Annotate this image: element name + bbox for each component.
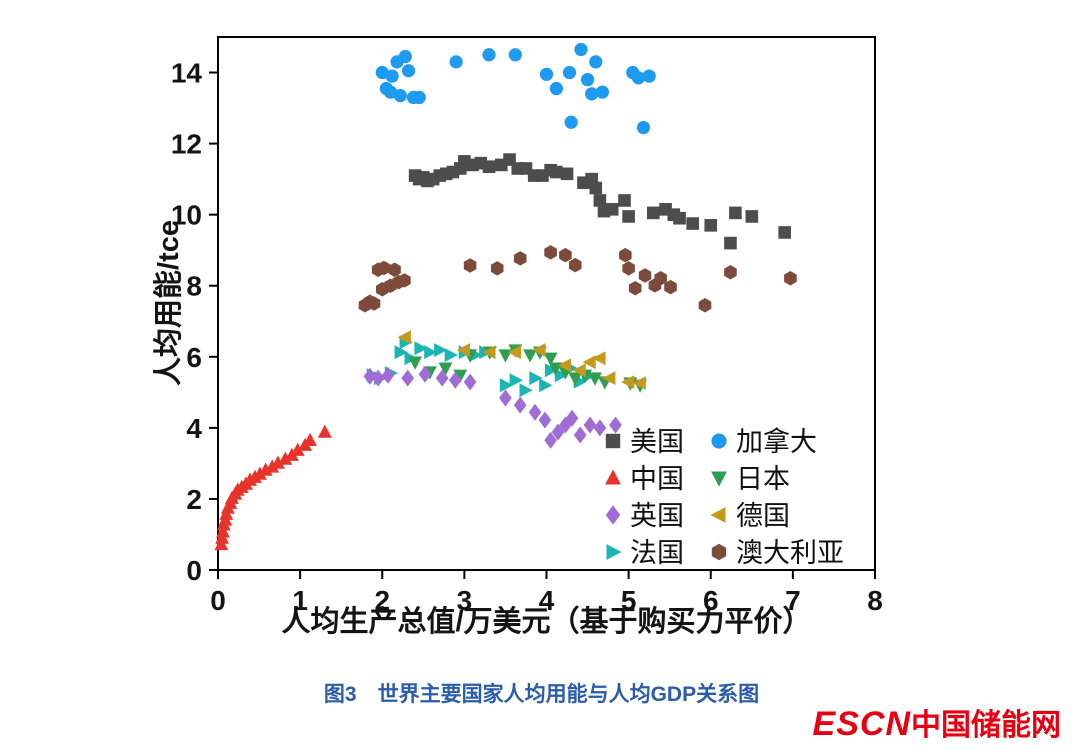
y-axis-title: 人均用能/tce [153, 220, 185, 386]
x-axis-title: 人均生产总值/万美元（基于购买力平价） [281, 606, 812, 638]
y-tick-label: 0 [186, 555, 202, 586]
y-tick-label: 2 [186, 484, 202, 515]
y-tick-label: 14 [171, 58, 203, 89]
y-tick-label: 8 [186, 271, 202, 302]
series-germany [397, 330, 646, 390]
x-tick-label: 7 [785, 585, 801, 616]
uk-legend-marker-icon [605, 505, 621, 525]
australia-legend-marker-icon [711, 543, 727, 561]
legend-item-australia: 澳大利亚 [711, 538, 844, 568]
china-legend-marker-icon [605, 469, 621, 485]
legend-item-france: 法国 [606, 538, 684, 568]
series-uk [363, 365, 622, 449]
legend-item-japan: 日本 [711, 464, 790, 494]
legend-item-china: 中国 [605, 464, 684, 494]
y-tick-label: 12 [171, 129, 202, 160]
legend-item-germany: 德国 [710, 501, 790, 531]
legend-label-france: 法国 [630, 538, 684, 568]
escn-watermark: ESCN中国储能网 [813, 700, 1061, 744]
x-tick-label: 0 [210, 585, 226, 616]
legend-item-canada: 加拿大 [711, 427, 817, 457]
x-tick-label: 3 [457, 585, 473, 616]
legend-item-uk: 英国 [605, 501, 684, 531]
france-legend-marker-icon [606, 544, 622, 560]
legend-label-usa: 美国 [630, 427, 684, 457]
y-tick-label: 6 [186, 342, 202, 373]
japan-legend-marker-icon [711, 471, 727, 487]
x-tick-label: 2 [374, 585, 390, 616]
x-tick-label: 1 [292, 585, 308, 616]
legend-label-uk: 英国 [630, 501, 684, 531]
x-tick-label: 8 [867, 585, 883, 616]
legend-label-china: 中国 [630, 464, 684, 494]
usa-legend-marker-icon [605, 433, 621, 449]
x-tick-label: 4 [539, 585, 555, 616]
legend-item-usa: 美国 [605, 427, 684, 457]
legend-label-canada: 加拿大 [736, 427, 817, 457]
series-australia [358, 245, 797, 313]
legend-label-germany: 德国 [736, 501, 790, 531]
escn-logo-text: ESCN [812, 705, 911, 743]
x-tick-label: 6 [703, 585, 719, 616]
series-china [214, 424, 332, 551]
y-tick-label: 4 [186, 413, 202, 444]
legend-label-australia: 澳大利亚 [736, 538, 844, 568]
germany-legend-marker-icon [710, 507, 726, 523]
energy-gdp-scatter-chart: 0 1 2 3 4 5 6 7 8 0 2 4 6 8 10 12 14 美国 中国 英国 法国 加拿大 日本 德国 澳大利亚 … [153, 36, 883, 638]
series-canada [375, 42, 656, 135]
figure-caption: 图3 世界主要国家人均用能与人均GDP关系图 [323, 683, 760, 706]
y-tick-label: 10 [171, 200, 202, 231]
series-usa [408, 153, 791, 250]
escn-site-name: 中国储能网 [911, 709, 1061, 742]
legend-label-japan: 日本 [736, 464, 790, 494]
x-tick-label: 5 [621, 585, 637, 616]
canada-legend-marker-icon [711, 433, 727, 449]
